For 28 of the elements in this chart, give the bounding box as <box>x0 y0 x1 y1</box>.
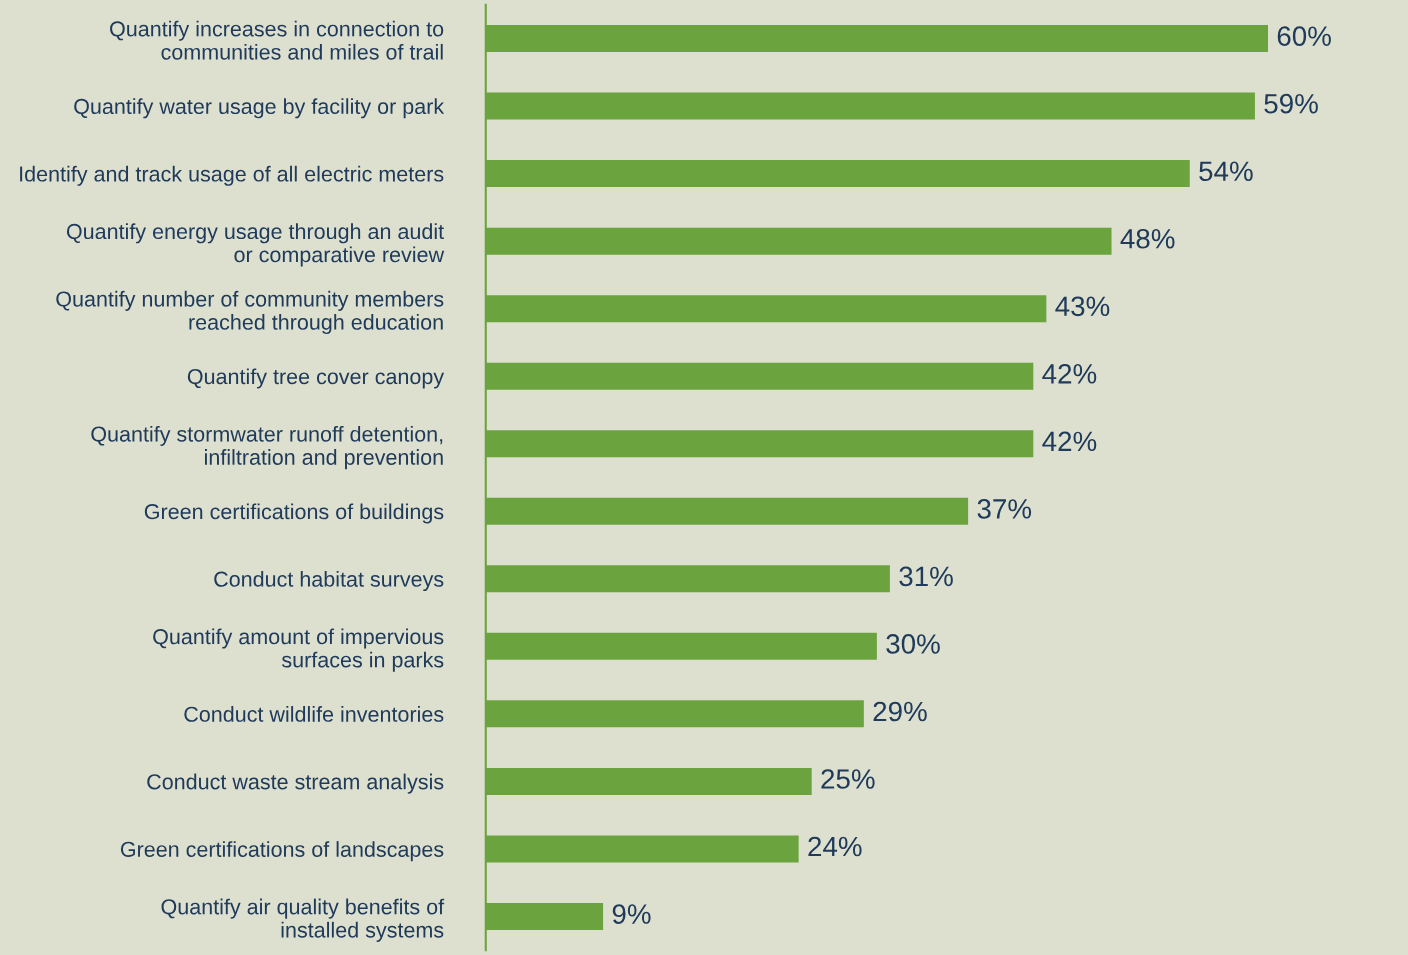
data-label: 29% <box>873 701 927 722</box>
y-tick-label: Conduct waste stream analysis <box>147 773 444 794</box>
data-label: 37% <box>977 499 1032 519</box>
data-label: 31% <box>899 566 953 587</box>
data-label: 54% <box>1199 161 1253 182</box>
y-tick-label: Green certifications of landscapes <box>120 841 444 862</box>
y-tick-label: Quantify air quality benefits of installed systems <box>161 898 445 942</box>
y-tick-label: Quantify water usage by facility or park <box>74 98 445 119</box>
data-label: 60% <box>1277 26 1331 46</box>
y-tick-label: Quantify number of community members reached through education <box>56 290 444 335</box>
y-tick-label: Identify and track usage of all electric meters <box>20 165 444 186</box>
data-label: 48% <box>1120 228 1175 249</box>
data-label: 24% <box>808 836 862 857</box>
data-label: 59% <box>1264 93 1318 114</box>
data-label: 25% <box>821 769 875 789</box>
y-tick-label: Quantify stormwater runoff detention, infiltration and prevention <box>91 425 443 470</box>
y-tick-label: Quantify increases in connection to communities and miles of trail <box>110 20 444 60</box>
y-tick-label: Quantify amount of impervious surfaces in parks <box>153 628 444 672</box>
y-tick-label: Quantify tree cover canopy <box>187 368 445 389</box>
data-label: 43% <box>1055 296 1110 317</box>
y-tick-label: Green certifications of buildings <box>144 503 444 524</box>
data-label: 42% <box>1042 363 1097 384</box>
y-tick-label: Quantify energy usage through an audit or comparative review <box>66 223 445 267</box>
data-label: 30% <box>886 634 940 654</box>
data-label: 9% <box>612 904 651 924</box>
y-tick-label: Conduct habitat surveys <box>214 571 444 592</box>
y-tick-label: Conduct wildlife inventories <box>184 706 444 722</box>
data-label: 42% <box>1042 431 1097 452</box>
